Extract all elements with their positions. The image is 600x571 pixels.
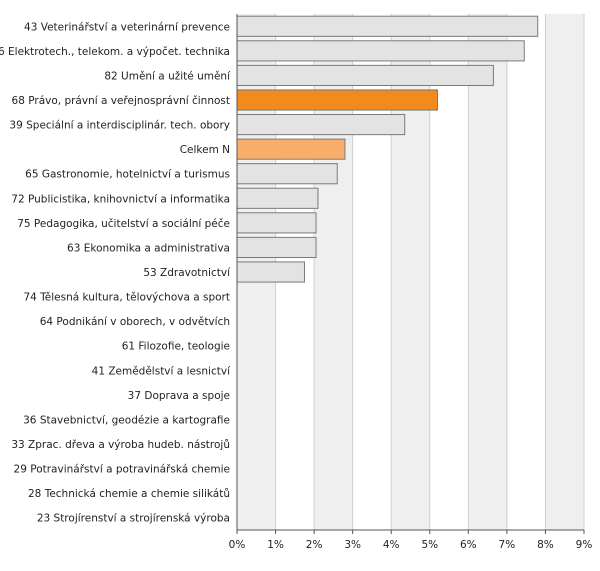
category-label: 74 Tělesná kultura, tělovýchova a sport xyxy=(23,292,230,304)
x-tick-label: 7% xyxy=(499,539,516,551)
x-tick-label: 8% xyxy=(537,539,554,551)
category-label: 29 Potravinářství a potravinářská chemie xyxy=(14,464,230,476)
bar xyxy=(236,187,319,209)
category-label: 72 Publicistika, knihovnictví a informat… xyxy=(11,193,230,205)
category-labels: 43 Veterinářství a veterinární prevence 2… xyxy=(0,21,231,524)
category-label: 26 Elektrotech., telekom. a výpočet. tec… xyxy=(0,46,230,58)
category-label: 65 Gastronomie, hotelnictví a turismus xyxy=(25,169,230,181)
background-band xyxy=(468,14,507,530)
x-tick-label: 5% xyxy=(421,539,438,551)
x-tick-label: 3% xyxy=(344,539,361,551)
bar xyxy=(236,64,494,87)
x-tick-label: 1% xyxy=(267,539,284,551)
category-label: 61 Filozofie, teologie xyxy=(122,341,230,353)
bar xyxy=(236,236,317,259)
category-label: 39 Speciální a interdisciplinár. tech. o… xyxy=(9,120,230,132)
bar xyxy=(236,138,346,160)
x-tick-label: 4% xyxy=(383,539,400,551)
category-label: 33 Zprac. dřeva a výroba hudeb. nástrojů xyxy=(11,439,230,451)
category-label: 41 Zemědělství a lesnictví xyxy=(92,365,231,377)
x-tick-label: 6% xyxy=(460,539,477,551)
category-label: Celkem N xyxy=(180,144,230,156)
category-label: 53 Zdravotnictví xyxy=(143,267,231,279)
x-tick-labels: 0% 1% 2% 3% 4% 5% 6% 7% 8% 9% xyxy=(229,539,593,551)
bar xyxy=(236,163,338,185)
bar xyxy=(236,89,438,111)
category-label: 75 Pedagogika, učitelství a sociální péč… xyxy=(17,218,230,230)
bar xyxy=(236,15,539,37)
bar xyxy=(236,113,406,136)
category-label: 43 Veterinářství a veterinární prevence xyxy=(24,21,230,33)
x-tick-label: 0% xyxy=(229,539,246,551)
bar xyxy=(236,212,317,234)
background-band xyxy=(545,14,584,530)
category-label: 28 Technická chemie a chemie silikátů xyxy=(28,488,230,500)
category-label: 68 Právo, právní a veřejnosprávní činnos… xyxy=(12,95,230,107)
category-label: 37 Doprava a spoje xyxy=(128,390,230,402)
bar xyxy=(236,261,305,283)
category-label: 82 Umění a užité umění xyxy=(104,70,231,82)
axes xyxy=(236,14,585,534)
category-label: 63 Ekonomika a administrativa xyxy=(67,242,230,254)
category-label: 64 Podnikání v oborech, v odvětvích xyxy=(40,316,230,328)
category-label: 23 Strojírenství a strojírenská výroba xyxy=(37,513,230,525)
x-tick-label: 9% xyxy=(576,539,593,551)
category-label: 36 Stavebnictví, geodézie a kartografie xyxy=(23,414,230,426)
bar xyxy=(236,40,525,62)
x-tick-label: 2% xyxy=(306,539,323,551)
